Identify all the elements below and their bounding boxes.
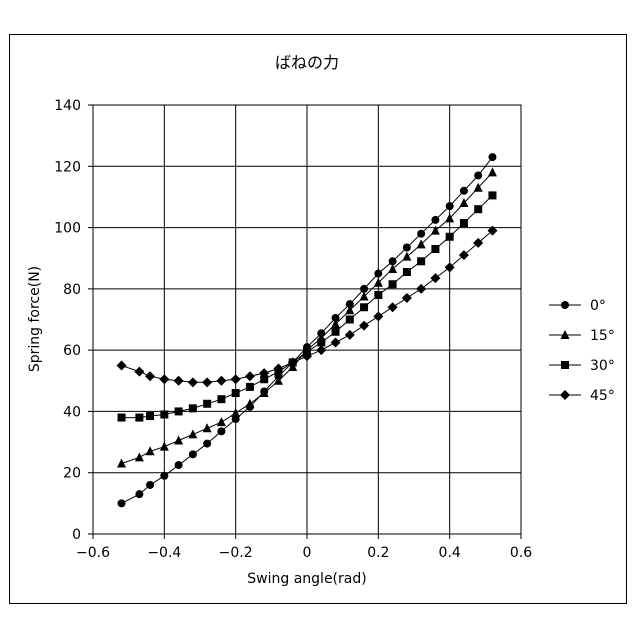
data-point xyxy=(160,442,169,451)
data-point xyxy=(231,408,240,417)
data-point xyxy=(431,216,439,224)
data-point xyxy=(135,452,144,461)
data-point xyxy=(189,450,197,458)
x-tick-label: 0 xyxy=(303,545,312,561)
data-point xyxy=(402,293,412,303)
x-tick-label: −0.4 xyxy=(147,545,181,561)
data-point xyxy=(146,481,154,489)
y-tick-label: 40 xyxy=(63,404,81,420)
y-tick-label: 0 xyxy=(72,527,81,543)
data-point xyxy=(246,383,254,391)
x-tick-label: 0.6 xyxy=(510,545,532,561)
x-tick-label: −0.6 xyxy=(76,545,110,561)
legend-label: 0° xyxy=(590,298,606,314)
data-point xyxy=(417,230,425,238)
data-point xyxy=(245,371,255,381)
data-point xyxy=(431,245,439,253)
data-point xyxy=(474,205,482,213)
data-point xyxy=(346,316,354,324)
data-point xyxy=(203,440,211,448)
data-point xyxy=(134,367,144,377)
data-point xyxy=(345,330,355,340)
data-point xyxy=(174,436,183,445)
data-point xyxy=(474,171,482,179)
legend-marker xyxy=(560,390,570,400)
data-point xyxy=(460,187,468,195)
data-point xyxy=(217,427,225,435)
data-point xyxy=(203,423,212,432)
data-point xyxy=(118,414,126,422)
data-point xyxy=(231,374,241,384)
data-point xyxy=(160,472,168,480)
data-point xyxy=(360,303,368,311)
data-point xyxy=(374,270,382,278)
legend-label: 30° xyxy=(590,358,615,374)
data-point xyxy=(160,410,168,418)
data-point xyxy=(388,264,397,273)
data-point xyxy=(446,233,454,241)
y-axis-title: Spring force(N) xyxy=(27,266,43,372)
data-point xyxy=(373,311,383,321)
data-point xyxy=(402,252,411,261)
y-tick-label: 100 xyxy=(54,221,81,237)
data-point xyxy=(159,374,169,384)
x-tick-label: −0.2 xyxy=(219,545,253,561)
legend-label: 15° xyxy=(590,328,615,344)
legend-marker xyxy=(561,361,569,369)
data-point xyxy=(374,291,382,299)
legend: 0° 15° 30° 45° xyxy=(549,298,615,404)
data-point xyxy=(188,429,197,438)
data-point xyxy=(416,284,426,294)
data-point xyxy=(175,461,183,469)
data-point xyxy=(460,219,468,227)
data-point xyxy=(216,376,226,386)
data-point xyxy=(488,167,497,176)
data-point xyxy=(217,417,226,426)
data-point xyxy=(145,371,155,381)
data-point xyxy=(389,280,397,288)
data-point xyxy=(117,360,127,370)
data-point xyxy=(431,226,440,235)
data-point xyxy=(117,459,126,468)
data-point xyxy=(403,243,411,251)
data-point xyxy=(203,400,211,408)
y-tick-label: 80 xyxy=(63,282,81,298)
data-point xyxy=(446,202,454,210)
data-point xyxy=(188,377,198,387)
data-point xyxy=(488,153,496,161)
legend-marker xyxy=(561,301,569,309)
data-point xyxy=(135,414,143,422)
data-point xyxy=(146,412,154,420)
data-point xyxy=(331,337,341,347)
x-axis-title: Swing angle(rad) xyxy=(247,571,366,587)
data-point xyxy=(118,499,126,507)
axis-ticks: −0.6 −0.4 −0.2 0 0.2 0.4 0.6 0 20 40 60 80 100 120 140 xyxy=(54,98,532,561)
data-point xyxy=(388,302,398,312)
x-tick-label: 0.4 xyxy=(439,545,461,561)
y-tick-label: 140 xyxy=(54,98,81,114)
data-point xyxy=(417,257,425,265)
data-point xyxy=(332,328,340,336)
data-point xyxy=(217,395,225,403)
grid xyxy=(93,105,521,534)
data-point xyxy=(189,404,197,412)
data-point xyxy=(174,376,184,386)
data-point xyxy=(359,321,369,331)
x-tick-label: 0.2 xyxy=(367,545,389,561)
data-point xyxy=(488,191,496,199)
data-point xyxy=(430,273,440,283)
data-point xyxy=(175,407,183,415)
chart-title: ばねの力 xyxy=(275,53,339,72)
y-tick-label: 120 xyxy=(54,159,81,175)
legend-label: 45° xyxy=(590,388,615,404)
data-point xyxy=(232,389,240,397)
y-tick-label: 20 xyxy=(63,466,81,482)
y-tick-label: 60 xyxy=(63,343,81,359)
data-point xyxy=(135,490,143,498)
data-point xyxy=(202,377,212,387)
data-point xyxy=(403,268,411,276)
data-point xyxy=(316,345,326,355)
